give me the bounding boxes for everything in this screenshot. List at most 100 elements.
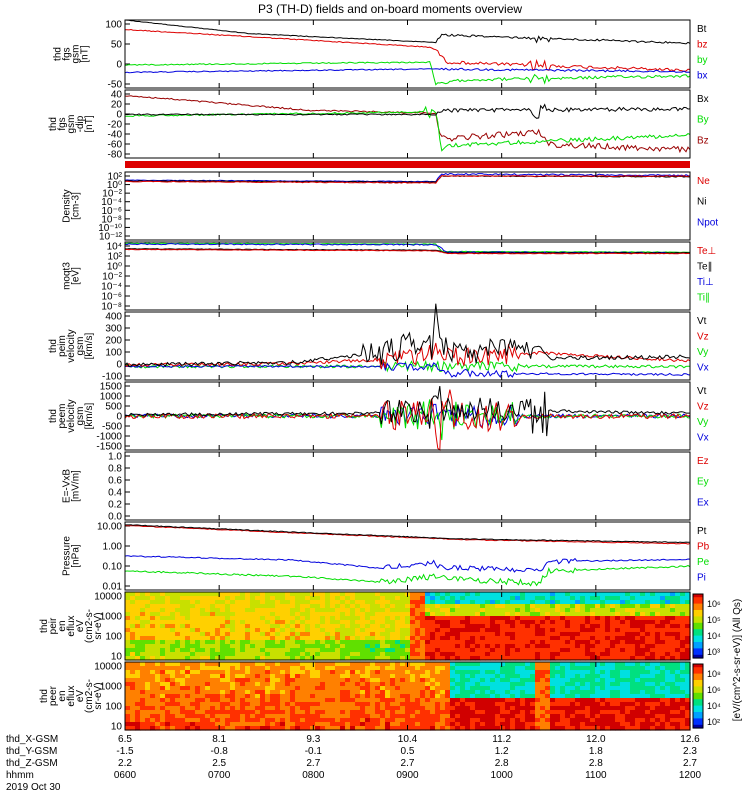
spectrogram-cell: [185, 608, 191, 613]
spectrogram-cell: [130, 718, 136, 723]
spectrogram-cell: [290, 636, 296, 641]
spectrogram-cell: [335, 592, 341, 597]
spectrogram-cell: [440, 710, 446, 715]
spectrogram-cell: [330, 694, 336, 699]
spectrogram-cell: [235, 682, 241, 687]
spectrogram-cell: [685, 656, 691, 661]
colorbar-swatch: [693, 707, 703, 710]
spectrogram-cell: [300, 616, 306, 621]
spectrogram-cell: [465, 694, 471, 699]
spectrogram-cell: [380, 714, 386, 719]
colorbar-swatch: [693, 638, 703, 641]
spectrogram-cell: [140, 636, 146, 641]
spectrogram-cell: [405, 714, 411, 719]
panel-9-tick-label: 100: [105, 632, 122, 643]
spectrogram-cell: [575, 678, 581, 683]
spectrogram-cell: [595, 604, 601, 609]
spectrogram-cell: [155, 616, 161, 621]
spectrogram-cell: [505, 612, 511, 617]
colorbar-swatch: [693, 684, 703, 687]
spectrogram-cell: [200, 666, 206, 671]
spectrogram-cell: [370, 722, 376, 727]
spectrogram-cell: [585, 596, 591, 601]
spectrogram-cell: [225, 678, 231, 683]
spectrogram-cell: [590, 686, 596, 691]
spectrogram-cell: [660, 726, 666, 731]
spectrogram-cell: [345, 714, 351, 719]
spectrogram-cell: [135, 718, 141, 723]
spectrogram-cell: [265, 678, 271, 683]
spectrogram-cell: [345, 644, 351, 649]
spectrogram-cell: [405, 640, 411, 645]
spectrogram-cell: [500, 710, 506, 715]
spectrogram-cell: [175, 726, 181, 731]
spectrogram-cell: [440, 722, 446, 727]
spectrogram-cell: [135, 694, 141, 699]
spectrogram-cell: [320, 722, 326, 727]
spectrogram-cell: [250, 674, 256, 679]
spectrogram-cell: [360, 662, 366, 667]
spectrogram-cell: [345, 652, 351, 657]
spectrogram-cell: [600, 674, 606, 679]
spectrogram-cell: [655, 608, 661, 613]
spectrogram-cell: [560, 652, 566, 657]
spectrogram-cell: [185, 656, 191, 661]
spectrogram-cell: [645, 636, 651, 641]
spectrogram-cell: [405, 694, 411, 699]
spectrogram-cell: [520, 670, 526, 675]
spectrogram-cell: [140, 670, 146, 675]
spectrogram-cell: [175, 640, 181, 645]
spectrogram-cell: [660, 686, 666, 691]
spectrogram-cell: [155, 726, 161, 731]
spectrogram-cell: [250, 640, 256, 645]
spectrogram-cell: [285, 644, 291, 649]
spectrogram-cell: [550, 710, 556, 715]
spectrogram-cell: [280, 624, 286, 629]
spectrogram-cell: [460, 710, 466, 715]
spectrogram-cell: [610, 670, 616, 675]
spectrogram-cell: [425, 698, 431, 703]
spectrogram-cell: [220, 698, 226, 703]
spectrogram-cell: [210, 636, 216, 641]
spectrogram-cell: [680, 706, 686, 711]
spectrogram-cell: [145, 710, 151, 715]
spectrogram-cell: [550, 662, 556, 667]
spectrogram-cell: [645, 694, 651, 699]
spectrogram-cell: [230, 722, 236, 727]
spectrogram-cell: [610, 678, 616, 683]
spectrogram-cell: [645, 666, 651, 671]
spectrogram-cell: [420, 706, 426, 711]
spectrogram-cell: [300, 714, 306, 719]
spectrogram-cell: [130, 640, 136, 645]
spectrogram-cell: [665, 682, 671, 687]
spectrogram-cell: [515, 694, 521, 699]
spectrogram-cell: [130, 632, 136, 637]
spectrogram-cell: [615, 674, 621, 679]
spectrogram-cell: [135, 608, 141, 613]
spectrogram-cell: [125, 628, 131, 633]
spectrogram-cell: [140, 612, 146, 617]
spectrogram-cell: [545, 652, 551, 657]
spectrogram-cell: [350, 612, 356, 617]
spectrogram-cell: [285, 674, 291, 679]
spectrogram-cell: [170, 648, 176, 653]
spectrogram-cell: [270, 644, 276, 649]
spectrogram-cell: [275, 612, 281, 617]
spectrogram-cell: [655, 682, 661, 687]
spectrogram-cell: [125, 726, 131, 731]
spectrogram-cell: [650, 596, 656, 601]
figure-title: P3 (TH-D) fields and on-board moments ov…: [258, 2, 522, 16]
spectrogram-cell: [435, 656, 441, 661]
spectrogram-cell: [160, 694, 166, 699]
spectrogram-cell: [665, 710, 671, 715]
spectrogram-cell: [460, 608, 466, 613]
spectrogram-cell: [665, 686, 671, 691]
spectrogram-cell: [140, 624, 146, 629]
spectrogram-cell: [395, 608, 401, 613]
spectrogram-cell: [320, 636, 326, 641]
spectrogram-cell: [295, 596, 301, 601]
spectrogram-cell: [165, 636, 171, 641]
spectrogram-cell: [340, 686, 346, 691]
spectrogram-cell: [680, 636, 686, 641]
